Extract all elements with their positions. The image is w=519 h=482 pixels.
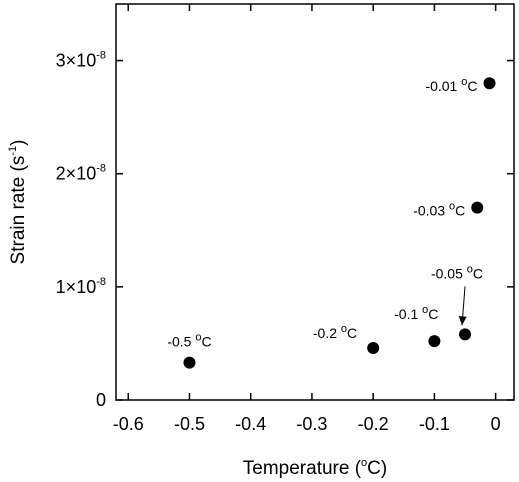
axis-ticks: [116, 4, 514, 401]
x-axis-title: Temperature (oC): [243, 457, 387, 479]
y-axis-title-close: ): [8, 140, 29, 146]
x-tick-label: -0.5: [174, 414, 205, 434]
point-label: -0.01 oC: [425, 76, 477, 94]
plot-frame: [115, 3, 515, 401]
data-point: [471, 201, 484, 214]
x-tick-label: -0.6: [113, 414, 144, 434]
data-point: [367, 341, 380, 354]
data-point: [459, 328, 472, 341]
data-points: [183, 77, 496, 369]
y-tick-label: 2×10-8: [56, 163, 106, 184]
point-annotations: -0.5 oC -0.2 oC -0.1 oC -0.05 oC -0.03 oC -0.…: [167, 76, 483, 349]
point-label: -0.2 oC: [313, 323, 357, 341]
y-tick-label: 3×10-8: [56, 50, 106, 71]
x-axis-unit-degree: o: [361, 457, 367, 469]
point-label: -0.03 oC: [413, 201, 465, 219]
x-axis-unit-open: (: [355, 458, 362, 479]
x-tick-label: -0.1: [419, 414, 450, 434]
data-point: [483, 77, 496, 90]
y-axis-title: Strain rate (s-1): [7, 140, 29, 265]
x-tick-label: -0.3: [296, 414, 327, 434]
point-label: -0.1 oC: [394, 304, 438, 322]
point-label: -0.05 oC: [431, 263, 483, 281]
x-axis-unit-close: C): [367, 458, 387, 479]
y-axis-title-sup: -1: [7, 146, 19, 156]
annotation-arrowhead: [458, 316, 467, 326]
y-axis-title-text: Strain rate (s: [8, 156, 29, 265]
x-tick-label: -0.2: [358, 414, 389, 434]
x-tick-label: -0.4: [235, 414, 266, 434]
y-tick-label: 0: [96, 390, 106, 410]
data-point: [183, 356, 196, 369]
point-label: -0.5 oC: [167, 332, 211, 350]
y-tick-label: 1×10-8: [56, 276, 106, 297]
x-tick-label: 0: [491, 414, 501, 434]
axis-tick-labels: -0.6 -0.5 -0.4 -0.3 -0.2 -0.1 0 0 1×10-8 2×10-8 3×…: [56, 50, 501, 434]
x-axis-title-text: Temperature: [243, 458, 350, 479]
data-point: [428, 335, 441, 348]
